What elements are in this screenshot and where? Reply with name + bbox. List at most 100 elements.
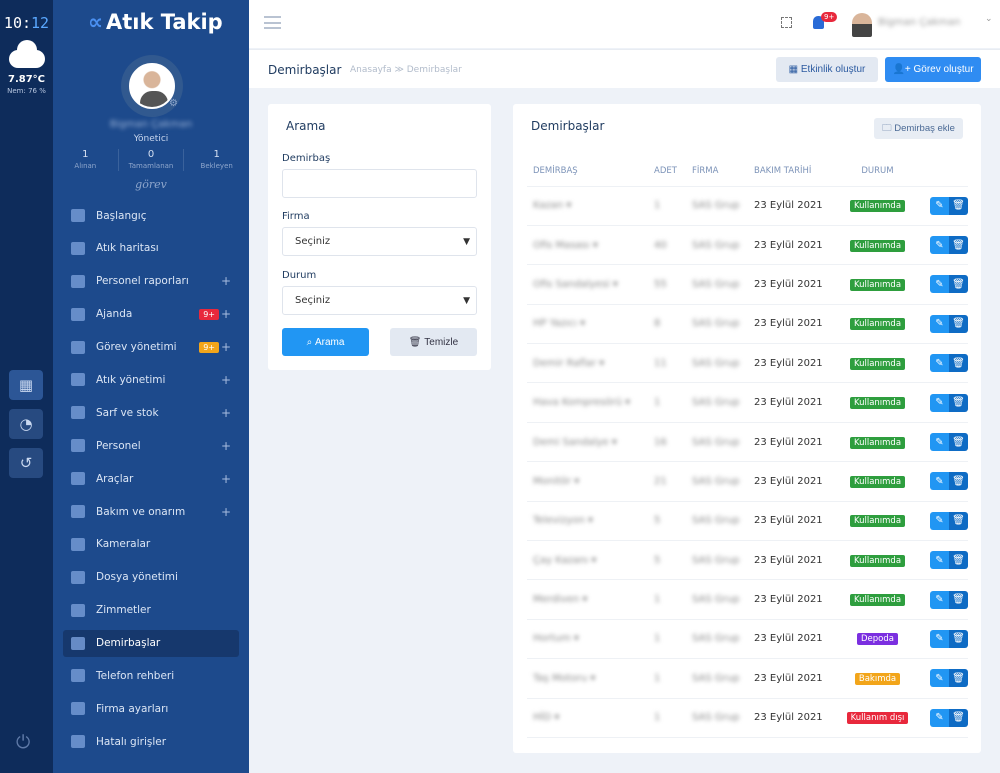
asset-name[interactable]: Hortum ▾ bbox=[527, 619, 654, 660]
edit-icon[interactable]: ✎ bbox=[930, 433, 949, 452]
sidebar-item[interactable]: Atık haritası bbox=[63, 235, 239, 262]
asset-name[interactable]: HİD ▾ bbox=[527, 698, 654, 738]
edit-icon[interactable]: ✎ bbox=[930, 236, 949, 255]
expand-icon[interactable]: + bbox=[220, 438, 231, 453]
sidebar-item[interactable]: Personel raporları + bbox=[63, 268, 239, 295]
sidebar-item[interactable]: Atık yönetimi + bbox=[63, 366, 239, 393]
asset-name[interactable]: Televizyon ▾ bbox=[527, 501, 654, 542]
sidebar-item[interactable]: Zimmetler bbox=[63, 597, 239, 624]
asset-name[interactable]: Monitör ▾ bbox=[527, 461, 654, 502]
asset-name[interactable]: Çay Kazanı ▾ bbox=[527, 540, 654, 581]
grid-icon[interactable]: ▦ bbox=[9, 370, 43, 400]
edit-icon[interactable]: ✎ bbox=[930, 354, 949, 373]
bell-icon[interactable] bbox=[813, 16, 824, 29]
asset-input[interactable] bbox=[282, 169, 477, 198]
clear-button[interactable]: 🗑 Temizle bbox=[390, 328, 477, 356]
gear-icon[interactable]: ⚙ bbox=[169, 98, 178, 109]
trash-icon[interactable]: 🗑 bbox=[949, 393, 968, 412]
fullscreen-icon[interactable] bbox=[781, 17, 792, 28]
table-row[interactable]: Monitör ▾ 21 SAS Grup 23 Eylül 2021 Kull… bbox=[527, 461, 968, 502]
trash-icon[interactable]: 🗑 bbox=[949, 551, 968, 570]
asset-name[interactable]: HP Yazıcı ▾ bbox=[527, 304, 654, 345]
column-header[interactable]: ADET bbox=[654, 157, 692, 187]
table-row[interactable]: Hortum ▾ 1 SAS Grup 23 Eylül 2021 Depoda… bbox=[527, 619, 968, 660]
column-header[interactable]: BAKIM TARİHİ bbox=[754, 157, 840, 187]
expand-icon[interactable]: + bbox=[220, 340, 231, 355]
sidebar-item[interactable]: Ajanda 9+ + bbox=[63, 301, 239, 328]
expand-icon[interactable]: + bbox=[220, 471, 231, 486]
sidebar-item[interactable]: Hatalı girişler bbox=[63, 728, 239, 755]
expand-icon[interactable]: + bbox=[220, 504, 231, 519]
table-row[interactable]: Kazan ▾ 1 SAS Grup 23 Eylül 2021 Kullanı… bbox=[527, 186, 968, 226]
trash-icon[interactable]: 🗑 bbox=[949, 511, 968, 530]
trash-icon[interactable]: 🗑 bbox=[949, 433, 968, 452]
edit-icon[interactable]: ✎ bbox=[930, 708, 949, 727]
asset-name[interactable]: Hava Kompresörü ▾ bbox=[527, 382, 654, 423]
edit-icon[interactable]: ✎ bbox=[930, 629, 949, 648]
asset-name[interactable]: Kazan ▾ bbox=[527, 186, 654, 226]
trash-icon[interactable]: 🗑 bbox=[949, 472, 968, 491]
table-row[interactable]: Merdiven ▾ 1 SAS Grup 23 Eylül 2021 Kull… bbox=[527, 579, 968, 620]
sidebar-item[interactable]: Dosya yönetimi bbox=[63, 564, 239, 591]
sidebar-item[interactable]: Demirbaşlar bbox=[63, 629, 239, 657]
edit-icon[interactable]: ✎ bbox=[930, 472, 949, 491]
table-row[interactable]: Ofis Sandalyesi ▾ 55 SAS Grup 23 Eylül 2… bbox=[527, 264, 968, 305]
table-row[interactable]: Demir Raflar ▾ 11 SAS Grup 23 Eylül 2021… bbox=[527, 343, 968, 384]
asset-name[interactable]: Demi Sandalye ▾ bbox=[527, 422, 654, 463]
status-select[interactable]: Seçiniz ▼ bbox=[282, 286, 477, 315]
user-avatar[interactable] bbox=[852, 13, 872, 37]
asset-name[interactable]: Ofis Masası ▾ bbox=[527, 225, 654, 266]
trash-icon[interactable]: 🗑 bbox=[949, 275, 968, 294]
edit-icon[interactable]: ✎ bbox=[930, 590, 949, 609]
add-asset-button[interactable]: 🗀 Demirbaş ekle bbox=[874, 118, 963, 139]
edit-icon[interactable]: ✎ bbox=[930, 551, 949, 570]
sidebar-item[interactable]: Telefon rehberi bbox=[63, 662, 239, 689]
sidebar-item[interactable]: Başlangıç bbox=[63, 202, 239, 229]
create-event-button[interactable]: ▦ Etkinlik oluştur bbox=[776, 57, 878, 82]
table-row[interactable]: HP Yazıcı ▾ 8 SAS Grup 23 Eylül 2021 Kul… bbox=[527, 304, 968, 345]
expand-icon[interactable]: + bbox=[220, 307, 231, 322]
create-task-button[interactable]: 👤+ Görev oluştur bbox=[885, 57, 981, 82]
trash-icon[interactable]: 🗑 bbox=[949, 629, 968, 648]
table-row[interactable]: HİD ▾ 1 SAS Grup 23 Eylül 2021 Kullanım … bbox=[527, 698, 968, 738]
edit-icon[interactable]: ✎ bbox=[930, 314, 949, 333]
user-menu-name[interactable]: Bigman Çakman bbox=[878, 17, 961, 28]
asset-name[interactable]: Merdiven ▾ bbox=[527, 579, 654, 620]
breadcrumb[interactable]: Anasayfa ≫ Demirbaşlar bbox=[350, 65, 462, 75]
edit-icon[interactable]: ✎ bbox=[930, 393, 949, 412]
edit-icon[interactable]: ✎ bbox=[930, 196, 949, 215]
sidebar-item[interactable]: Personel + bbox=[63, 432, 239, 459]
column-header[interactable]: FİRMA bbox=[692, 157, 754, 187]
brand-logo[interactable]: ∝ Atık Takip bbox=[88, 10, 223, 34]
sidebar-item[interactable]: Firma ayarları bbox=[63, 695, 239, 722]
trash-icon[interactable]: 🗑 bbox=[949, 354, 968, 373]
edit-icon[interactable]: ✎ bbox=[930, 275, 949, 294]
table-row[interactable]: Taş Motoru ▾ 1 SAS Grup 23 Eylül 2021 Ba… bbox=[527, 658, 968, 699]
edit-icon[interactable]: ✎ bbox=[930, 669, 949, 688]
trash-icon[interactable]: 🗑 bbox=[949, 669, 968, 688]
edit-icon[interactable]: ✎ bbox=[930, 511, 949, 530]
sidebar-item[interactable]: Kameralar bbox=[63, 531, 239, 558]
table-row[interactable]: Çay Kazanı ▾ 5 SAS Grup 23 Eylül 2021 Ku… bbox=[527, 540, 968, 581]
table-row[interactable]: Televizyon ▾ 5 SAS Grup 23 Eylül 2021 Ku… bbox=[527, 501, 968, 542]
table-row[interactable]: Demi Sandalye ▾ 16 SAS Grup 23 Eylül 202… bbox=[527, 422, 968, 463]
sidebar-item[interactable]: Görev yönetimi 9+ + bbox=[63, 334, 239, 361]
column-header[interactable]: DURUM bbox=[840, 157, 915, 187]
sidebar-item[interactable]: Bakım ve onarım + bbox=[63, 498, 239, 525]
profile-avatar[interactable] bbox=[121, 55, 183, 117]
expand-icon[interactable]: + bbox=[220, 372, 231, 387]
search-button[interactable]: ⌕ Arama bbox=[282, 328, 369, 356]
trash-icon[interactable]: 🗑 bbox=[949, 590, 968, 609]
table-row[interactable]: Ofis Masası ▾ 40 SAS Grup 23 Eylül 2021 … bbox=[527, 225, 968, 266]
asset-name[interactable]: Taş Motoru ▾ bbox=[527, 658, 654, 699]
trash-icon[interactable]: 🗑 bbox=[949, 196, 968, 215]
history-icon[interactable]: ↺ bbox=[9, 448, 43, 478]
expand-icon[interactable]: + bbox=[220, 274, 231, 289]
asset-name[interactable]: Ofis Sandalyesi ▾ bbox=[527, 264, 654, 305]
sidebar-item[interactable]: Araçlar + bbox=[63, 465, 239, 492]
trash-icon[interactable]: 🗑 bbox=[949, 236, 968, 255]
pie-chart-icon[interactable]: ◔ bbox=[9, 409, 43, 439]
power-icon[interactable]: ⏻ bbox=[16, 732, 31, 753]
sidebar-item[interactable]: Sarf ve stok + bbox=[63, 399, 239, 426]
chevron-down-icon[interactable]: ⌄ bbox=[985, 14, 993, 24]
